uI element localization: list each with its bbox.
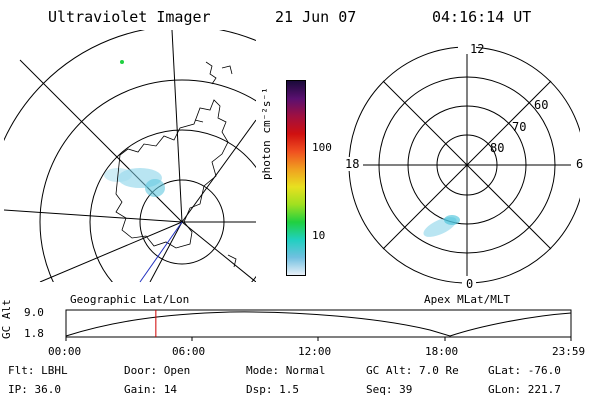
info-gc-alt: GC Alt: 7.0 Re [366,364,459,377]
time-tick-0000: 00:00 [48,345,82,358]
aurora-emission-mag [423,215,460,237]
time-tick-1200: 12:00 [298,345,332,358]
geographic-panel-label: Geographic Lat/Lon [70,293,190,306]
info-mode: Mode: Normal [246,364,326,377]
info-glon: GLon: 221.7 [488,383,561,396]
time-tick-0600: 06:00 [172,345,206,358]
lat-circle [39,79,256,282]
time-tick-2359: 23:59 [552,345,586,358]
instrument-title: Ultraviolet Imager [48,8,211,26]
apex-panel-label: Apex MLat/MLT [424,293,511,306]
geographic-map [4,30,256,283]
altitude-ytick-min: 1.8 [24,327,44,340]
lat-circle [89,129,256,282]
altitude-ytick-max: 9.0 [24,306,44,319]
mlt-line [382,80,552,250]
colorbar-tick-10: 10 [312,229,326,242]
colorbar-tick-100: 100 [312,141,332,154]
info-gain: Gain: 14 [124,383,177,396]
time-tick-1800: 18:00 [425,345,459,358]
time-label: 04:16:14 UT [432,8,532,26]
info-seq: Seq: 39 [366,383,413,396]
mlat-label-70: 70 [512,120,527,134]
coastline [115,99,229,249]
meridian-line [39,221,183,282]
altitude-curve [65,311,572,337]
mlt-label-6: 6 [576,157,584,171]
altitude-plot-frame [65,309,572,338]
mlt-label-0: 0 [466,277,474,291]
colorbar-unit-label: photon cm⁻²s⁻¹ [260,87,273,180]
altitude-x-ticks [65,337,572,341]
meridian-line [181,221,256,282]
info-ip: IP: 36.0 [8,383,61,396]
altitude-ylabel: GC Alt [0,299,13,339]
altitude-plot [65,309,572,341]
meridian-line [19,59,183,223]
lat-circle [4,30,256,142]
station-marker [120,60,124,64]
magnetic-polar-plot [341,41,580,289]
coastline-islands [194,61,237,268]
satellite-track [139,221,183,283]
mlat-label-60: 60 [534,98,549,112]
colorbar [286,80,306,276]
aurora-emission [104,168,165,197]
info-dsp: Dsp: 1.5 [246,383,299,396]
info-door: Door: Open [124,364,191,377]
meridian-line [171,30,183,223]
mlat-label-80: 80 [490,141,505,155]
mlt-label-12: 12 [470,42,485,56]
mlt-label-18: 18 [345,157,360,171]
meridian-line [149,221,183,282]
meridian-line [181,119,256,223]
info-glat: GLat: -76.0 [488,364,561,377]
info-flt: Flt: LBHL [8,364,68,377]
meridian-line [4,209,183,223]
date-label: 21 Jun 07 [275,8,357,26]
